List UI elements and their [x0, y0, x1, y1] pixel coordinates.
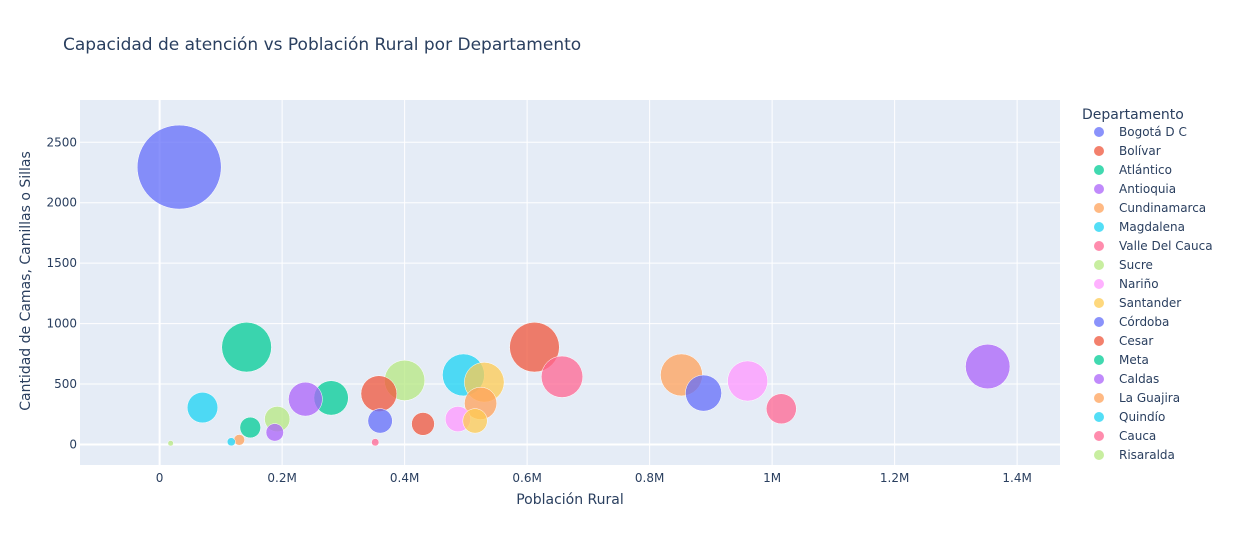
legend-marker — [1094, 203, 1104, 213]
legend-label: Cesar — [1119, 334, 1153, 348]
legend-marker — [1094, 374, 1104, 384]
legend-marker — [1094, 127, 1104, 137]
legend-item[interactable]: Bolívar — [1094, 144, 1161, 158]
bubble-marker[interactable] — [367, 408, 393, 434]
legend-label: Bolívar — [1119, 144, 1161, 158]
legend-label: Caldas — [1119, 372, 1159, 386]
bubble-marker[interactable] — [239, 416, 261, 439]
legend[interactable]: Bogotá D C Bolívar Atlántico Antioquia Cundi… — [1094, 125, 1213, 462]
legend-item[interactable]: Santander — [1094, 296, 1181, 310]
bubble-marker[interactable] — [965, 343, 1011, 390]
y-tick-label: 1500 — [46, 256, 77, 270]
y-tick-label: 2000 — [46, 196, 77, 210]
bubble-marker[interactable] — [462, 408, 488, 434]
data-markers — [136, 124, 1011, 447]
legend-marker — [1094, 355, 1104, 365]
legend-item[interactable]: Cauca — [1094, 429, 1156, 443]
legend-marker — [1094, 260, 1104, 270]
legend-label: Atlántico — [1119, 163, 1172, 177]
legend-label: Meta — [1119, 353, 1149, 367]
x-tick-label: 1.4M — [1002, 471, 1031, 485]
legend-label: Córdoba — [1119, 315, 1169, 329]
x-tick-label: 1M — [763, 471, 781, 485]
legend-marker — [1094, 317, 1104, 327]
bubble-marker[interactable] — [226, 437, 236, 447]
legend-marker — [1094, 393, 1104, 403]
legend-item[interactable]: Magdalena — [1094, 220, 1185, 234]
legend-marker — [1094, 165, 1104, 175]
legend-label: Bogotá D C — [1119, 125, 1187, 139]
legend-marker — [1094, 412, 1104, 422]
legend-marker — [1094, 222, 1104, 232]
legend-item[interactable]: Risaralda — [1094, 448, 1175, 462]
x-tick-label: 0.8M — [635, 471, 664, 485]
legend-marker — [1094, 241, 1104, 251]
bubble-marker[interactable] — [360, 375, 398, 412]
legend-label: La Guajira — [1119, 391, 1180, 405]
x-tick-label: 0.4M — [390, 471, 419, 485]
y-tick-label: 1000 — [46, 317, 77, 331]
legend-item[interactable]: Bogotá D C — [1094, 125, 1187, 139]
legend-label: Nariño — [1119, 277, 1159, 291]
legend-marker — [1094, 146, 1104, 156]
bubble-marker[interactable] — [541, 355, 584, 398]
legend-item[interactable]: Atlántico — [1094, 163, 1172, 177]
bubble-marker[interactable] — [265, 423, 284, 442]
legend-label: Magdalena — [1119, 220, 1185, 234]
y-tick-label: 0 — [69, 437, 77, 451]
bubble-marker[interactable] — [411, 412, 435, 436]
legend-item[interactable]: Córdoba — [1094, 315, 1169, 329]
legend-marker — [1094, 336, 1104, 346]
x-tick-label: 0.6M — [512, 471, 541, 485]
bubble-marker[interactable] — [167, 440, 174, 447]
legend-item[interactable]: Cundinamarca — [1094, 201, 1206, 215]
legend-marker — [1094, 450, 1104, 460]
x-tick-label: 1.2M — [880, 471, 909, 485]
legend-label: Antioquia — [1119, 182, 1176, 196]
x-axis-title: Población Rural — [516, 492, 624, 508]
legend-title: Departamento — [1082, 107, 1184, 123]
legend-marker — [1094, 184, 1104, 194]
legend-label: Risaralda — [1119, 448, 1175, 462]
legend-label: Sucre — [1119, 258, 1153, 272]
x-tick-label: 0.2M — [267, 471, 296, 485]
legend-label: Quindío — [1119, 410, 1165, 424]
bubble-marker[interactable] — [685, 374, 722, 412]
legend-marker — [1094, 298, 1104, 308]
legend-label: Valle Del Cauca — [1119, 239, 1213, 253]
legend-label: Cauca — [1119, 429, 1156, 443]
legend-item[interactable]: Cesar — [1094, 334, 1153, 348]
legend-marker — [1094, 431, 1104, 441]
x-tick-label: 0 — [156, 471, 164, 485]
bubble-marker[interactable] — [186, 392, 219, 424]
legend-item[interactable]: Caldas — [1094, 372, 1159, 386]
bubble-marker[interactable] — [509, 322, 560, 373]
legend-item[interactable]: Antioquia — [1094, 182, 1176, 196]
bubble-marker[interactable] — [288, 381, 323, 417]
legend-marker — [1094, 279, 1104, 289]
bubble-marker[interactable] — [766, 393, 797, 425]
bubble-marker[interactable] — [371, 438, 380, 447]
bubble-marker[interactable] — [233, 434, 245, 446]
y-tick-label: 500 — [54, 377, 77, 391]
legend-item[interactable]: La Guajira — [1094, 391, 1180, 405]
legend-label: Santander — [1119, 296, 1181, 310]
tick-labels: 0 0.2M 0.4M 0.6M 0.8M 1M 1.2M 1.4M 0 500 1000 1500 2… — [46, 135, 1031, 485]
legend-item[interactable]: Meta — [1094, 353, 1149, 367]
legend-item[interactable]: Quindío — [1094, 410, 1165, 424]
legend-item[interactable]: Nariño — [1094, 277, 1159, 291]
legend-label: Cundinamarca — [1119, 201, 1206, 215]
y-axis-title: Cantidad de Camas, Camillas o Sillas — [18, 151, 34, 411]
bubble-marker[interactable] — [221, 322, 272, 373]
legend-item[interactable]: Sucre — [1094, 258, 1153, 272]
legend-item[interactable]: Valle Del Cauca — [1094, 239, 1213, 253]
y-tick-label: 2500 — [46, 135, 77, 149]
plot-area — [80, 100, 1060, 465]
bubble-marker[interactable] — [727, 360, 768, 402]
chart-title: Capacidad de atención vs Población Rural… — [63, 35, 581, 55]
bubble-marker[interactable] — [136, 124, 222, 210]
